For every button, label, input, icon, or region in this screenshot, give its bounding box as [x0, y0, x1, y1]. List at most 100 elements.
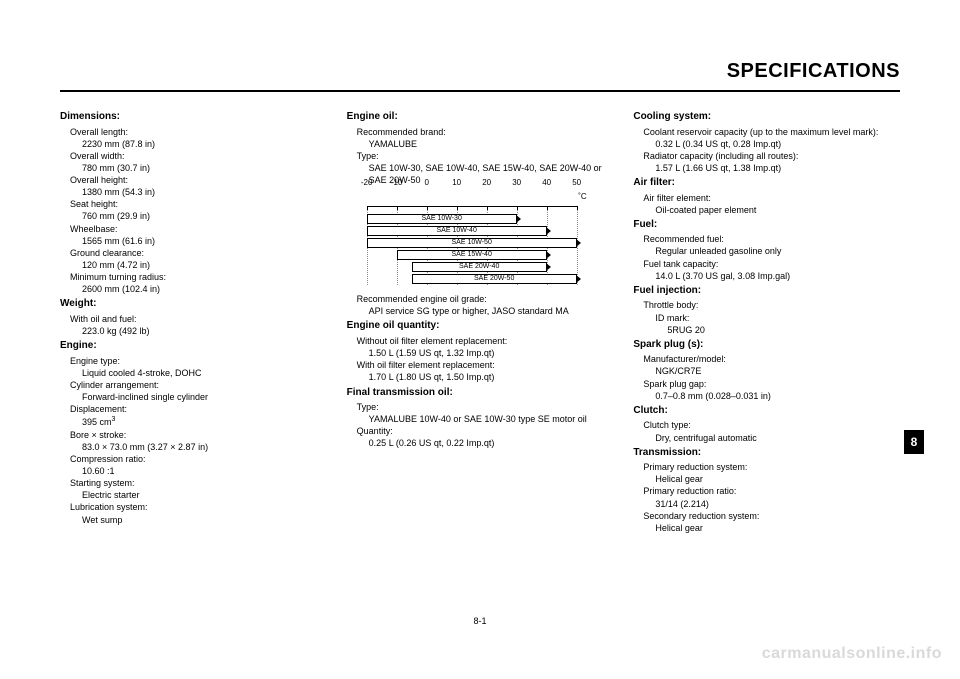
spec-value: Wet sump: [82, 514, 327, 526]
final-trans-heading: Final transmission oil:: [347, 386, 614, 400]
spec-value: 0.25 L (0.26 US qt, 0.22 Imp.qt): [369, 437, 614, 449]
dimensions-heading: Dimensions:: [60, 110, 327, 124]
spec-value: Regular unleaded gasoline only: [655, 245, 900, 257]
spec-value: 14.0 L (3.70 US gal, 3.08 Imp.gal): [655, 270, 900, 282]
spec-value: 1.70 L (1.80 US qt, 1.50 Imp.qt): [369, 371, 614, 383]
spec-label: Compression ratio:: [70, 453, 327, 465]
spec-label: Radiator capacity (including all routes)…: [643, 150, 900, 162]
spec-label: Overall length:: [70, 126, 327, 138]
spec-value: 780 mm (30.7 in): [82, 162, 327, 174]
spec-value: 2600 mm (102.4 in): [82, 283, 327, 295]
oil-grade-bar: SAE 10W-40: [367, 226, 547, 236]
spec-value: 10.60 :1: [82, 465, 327, 477]
spec-label: Wheelbase:: [70, 223, 327, 235]
horizontal-rule: [60, 90, 900, 92]
spec-value: 1.50 L (1.59 US qt, 1.32 Imp.qt): [369, 347, 614, 359]
chart-axis: [367, 206, 577, 214]
column-1: Dimensions: Overall length: 2230 mm (87.…: [60, 108, 327, 534]
spec-label: Primary reduction system:: [643, 461, 900, 473]
spec-label: Overall width:: [70, 150, 327, 162]
cooling-heading: Cooling system:: [633, 110, 900, 124]
content-columns: Dimensions: Overall length: 2230 mm (87.…: [60, 108, 900, 534]
spec-label: Cylinder arrangement:: [70, 379, 327, 391]
oil-viscosity-chart: ˚C -20-1001020304050SAE 10W-30SAE 10W-40…: [357, 192, 587, 287]
chart-tick-label: -20: [361, 178, 373, 189]
disp-sup: 3: [112, 416, 116, 423]
oil-grade-bar: SAE 20W-50: [412, 274, 577, 284]
spec-value: 83.0 × 73.0 mm (3.27 × 2.87 in): [82, 441, 327, 453]
spec-value: 31/14 (2.214): [655, 498, 900, 510]
spec-value: 1380 mm (54.3 in): [82, 186, 327, 198]
spec-value: Dry, centrifugal automatic: [655, 432, 900, 444]
spec-label: Displacement:: [70, 403, 327, 415]
column-3: Cooling system: Coolant reservoir capaci…: [633, 108, 900, 534]
spec-value: 5RUG 20: [667, 324, 900, 336]
oil-grade-bar: SAE 10W-50: [367, 238, 577, 248]
spec-value: 223.0 kg (492 lb): [82, 325, 327, 337]
spec-label: Recommended engine oil grade:: [357, 293, 614, 305]
spec-value: Forward-inclined single cylinder: [82, 391, 327, 403]
spec-label: Secondary reduction system:: [643, 510, 900, 522]
spec-label: Seat height:: [70, 198, 327, 210]
spec-value: 0.32 L (0.34 US qt, 0.28 Imp.qt): [655, 138, 900, 150]
spec-label: Fuel tank capacity:: [643, 258, 900, 270]
page-number: 8-1: [473, 616, 486, 626]
spec-value: 2230 mm (87.8 in): [82, 138, 327, 150]
spec-label: Clutch type:: [643, 419, 900, 431]
chart-gridline: [577, 210, 578, 285]
oil-grade-bar: SAE 20W-40: [412, 262, 547, 272]
spark-heading: Spark plug (s):: [633, 338, 900, 352]
column-2: Engine oil: Recommended brand: YAMALUBE …: [347, 108, 614, 534]
spec-label: Overall height:: [70, 174, 327, 186]
oil-grade-bar: SAE 10W-30: [367, 214, 517, 224]
chart-tick-label: 50: [572, 178, 581, 189]
spec-label: Type:: [357, 150, 614, 162]
chart-tick-label: 40: [542, 178, 551, 189]
spec-label: Recommended fuel:: [643, 233, 900, 245]
chart-tick-label: 10: [452, 178, 461, 189]
spec-label: Coolant reservoir capacity (up to the ma…: [643, 126, 900, 138]
spec-label: Air filter element:: [643, 192, 900, 204]
trans-heading: Transmission:: [633, 446, 900, 460]
chart-tick-label: 30: [512, 178, 521, 189]
spec-value: Electric starter: [82, 489, 327, 501]
spec-value: 760 mm (29.9 in): [82, 210, 327, 222]
manual-page: SPECIFICATIONS Dimensions: Overall lengt…: [60, 60, 900, 620]
page-title: SPECIFICATIONS: [727, 60, 900, 83]
spec-label: With oil and fuel:: [70, 313, 327, 325]
chart-tick-label: -10: [391, 178, 403, 189]
oil-grade-bar: SAE 15W-40: [397, 250, 547, 260]
section-tab: 8: [904, 430, 924, 454]
chart-tick-label: 20: [482, 178, 491, 189]
spec-value: Oil-coated paper element: [655, 204, 900, 216]
spec-label: ID mark:: [655, 312, 900, 324]
spec-label: Bore × stroke:: [70, 429, 327, 441]
spec-value: 0.7–0.8 mm (0.028–0.031 in): [655, 390, 900, 402]
spec-value: API service SG type or higher, JASO stan…: [369, 305, 614, 317]
weight-heading: Weight:: [60, 297, 327, 311]
watermark: carmanualsonline.info: [762, 645, 942, 663]
spec-label: Starting system:: [70, 477, 327, 489]
clutch-heading: Clutch:: [633, 404, 900, 418]
spec-value: Helical gear: [655, 473, 900, 485]
spec-label: Lubrication system:: [70, 501, 327, 513]
chart-unit: ˚C: [578, 192, 586, 203]
spec-value: 1.57 L (1.66 US qt, 1.38 Imp.qt): [655, 162, 900, 174]
spec-label: Primary reduction ratio:: [643, 485, 900, 497]
fuel-heading: Fuel:: [633, 218, 900, 232]
air-filter-heading: Air filter:: [633, 176, 900, 190]
engine-heading: Engine:: [60, 339, 327, 353]
spec-label: Ground clearance:: [70, 247, 327, 259]
engine-oil-heading: Engine oil:: [347, 110, 614, 124]
spec-label: Spark plug gap:: [643, 378, 900, 390]
spec-value: 120 mm (4.72 in): [82, 259, 327, 271]
spec-label: Recommended brand:: [357, 126, 614, 138]
spec-label: Type:: [357, 401, 614, 413]
spec-value: YAMALUBE: [369, 138, 614, 150]
spec-label: Without oil filter element replacement:: [357, 335, 614, 347]
spec-value: 395 cm3: [82, 415, 327, 428]
spec-value: NGK/CR7E: [655, 365, 900, 377]
oil-qty-heading: Engine oil quantity:: [347, 319, 614, 333]
spec-value: YAMALUBE 10W-40 or SAE 10W-30 type SE mo…: [369, 413, 614, 425]
disp-val: 395 cm: [82, 417, 112, 427]
